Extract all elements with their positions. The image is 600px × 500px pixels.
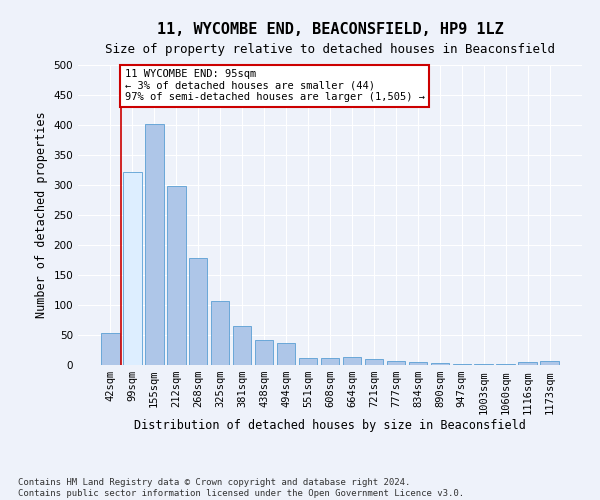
Bar bbox=[496, 364, 515, 365]
Bar bbox=[299, 358, 317, 365]
Bar bbox=[343, 356, 361, 365]
Bar bbox=[386, 361, 405, 365]
Bar bbox=[123, 172, 142, 365]
Bar bbox=[233, 326, 251, 365]
Bar bbox=[167, 186, 185, 365]
Text: 11, WYCOMBE END, BEACONSFIELD, HP9 1LZ: 11, WYCOMBE END, BEACONSFIELD, HP9 1LZ bbox=[157, 22, 503, 38]
Bar bbox=[475, 364, 493, 365]
Bar bbox=[101, 332, 119, 365]
Bar bbox=[541, 362, 559, 365]
Bar bbox=[255, 340, 274, 365]
X-axis label: Distribution of detached houses by size in Beaconsfield: Distribution of detached houses by size … bbox=[134, 419, 526, 432]
Text: 11 WYCOMBE END: 95sqm
← 3% of detached houses are smaller (44)
97% of semi-detac: 11 WYCOMBE END: 95sqm ← 3% of detached h… bbox=[125, 69, 425, 102]
Bar bbox=[320, 358, 340, 365]
Text: Size of property relative to detached houses in Beaconsfield: Size of property relative to detached ho… bbox=[105, 44, 555, 57]
Y-axis label: Number of detached properties: Number of detached properties bbox=[35, 112, 48, 318]
Bar bbox=[277, 344, 295, 365]
Bar bbox=[365, 359, 383, 365]
Bar bbox=[452, 364, 471, 365]
Bar bbox=[211, 301, 229, 365]
Text: Contains HM Land Registry data © Crown copyright and database right 2024.
Contai: Contains HM Land Registry data © Crown c… bbox=[18, 478, 464, 498]
Bar bbox=[409, 362, 427, 365]
Bar bbox=[189, 258, 208, 365]
Bar bbox=[145, 124, 164, 365]
Bar bbox=[431, 362, 449, 365]
Bar bbox=[518, 362, 537, 365]
